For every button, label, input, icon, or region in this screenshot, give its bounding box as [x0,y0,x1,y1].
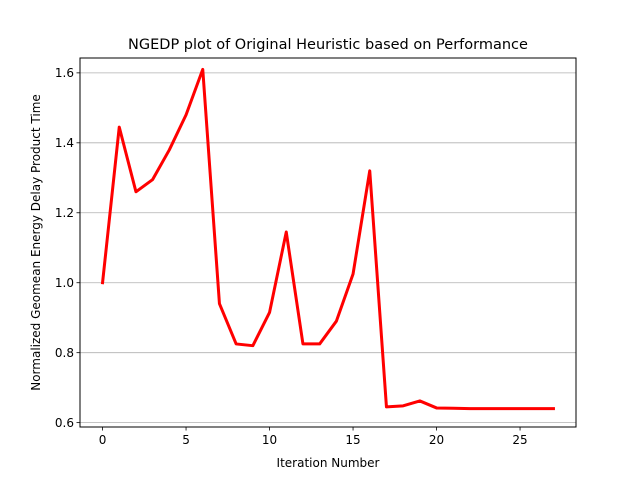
series-layer [100,67,555,411]
y-tick-label: 1.2 [55,206,74,220]
y-axis-label: Normalized Geomean Energy Delay Product … [29,94,43,391]
chart-title: NGEDP plot of Original Heuristic based o… [128,37,528,53]
x-tick-label: 0 [99,433,107,447]
y-axis-ticks: 0.6 0.8 1.0 1.2 1.4 1.6 [55,66,80,430]
y-tick-label: 1.6 [55,66,74,80]
plot-frame [79,57,577,428]
y-tick-label: 1.4 [55,136,74,150]
x-tick-label: 20 [429,433,444,447]
x-tick-label: 5 [182,433,190,447]
x-axis-label: Iteration Number [277,456,380,470]
x-tick-label: 15 [345,433,360,447]
y-tick-label: 0.6 [55,416,74,430]
x-tick-label: 10 [262,433,277,447]
grid-lines [80,72,576,424]
x-axis-ticks: 0 5 10 15 20 25 [99,427,528,447]
x-tick-label: 25 [512,433,527,447]
y-tick-label: 0.8 [55,346,74,360]
y-tick-label: 1.0 [55,276,74,290]
series-line [100,67,555,411]
